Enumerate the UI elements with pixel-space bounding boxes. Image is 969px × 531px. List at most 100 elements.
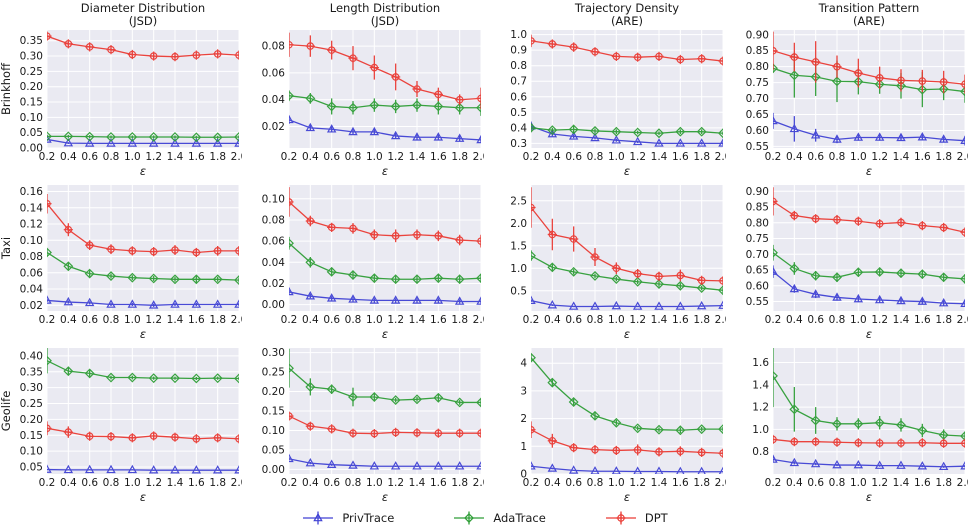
svg-text:2.0: 2.0 (473, 314, 484, 326)
svg-text:0.25: 0.25 (20, 398, 43, 410)
svg-text:0.55: 0.55 (746, 141, 769, 153)
svg-text:1.2: 1.2 (871, 477, 888, 489)
svg-text:1.0: 1.0 (608, 477, 625, 489)
svg-text:0.10: 0.10 (20, 446, 43, 458)
svg-text:0.5: 0.5 (510, 285, 527, 297)
svg-text:1.2: 1.2 (752, 402, 769, 414)
svg-text:0.6: 0.6 (323, 477, 340, 489)
svg-text:0.2: 0.2 (523, 477, 540, 489)
y-tick-labels: 0.00 0.05 0.10 0.15 0.20 0.25 0.30 (262, 347, 285, 476)
subplot-brinkhoff-col2: 0.02 0.04 0.06 0.08 0.2 0.4 0.6 0.8 1.0 1.2 1.4 1.6… (262, 1, 484, 178)
svg-text:0.2: 0.2 (765, 314, 782, 326)
series-dpt (47, 31, 239, 62)
svg-text:1.6: 1.6 (914, 314, 931, 326)
svg-text:1.2: 1.2 (145, 151, 162, 163)
svg-text:0.65: 0.65 (746, 109, 769, 121)
svg-text:0.4: 0.4 (510, 122, 527, 134)
svg-text:1.6: 1.6 (672, 151, 689, 163)
svg-text:2.5: 2.5 (510, 195, 527, 207)
svg-text:1.8: 1.8 (451, 314, 468, 326)
subplot-subtitle: (JSD) (129, 14, 158, 28)
series-privtrace (289, 453, 481, 470)
y-tick-labels: 0.3 0.4 0.5 0.6 0.7 0.8 0.9 1.0 (510, 29, 527, 150)
x-tick-labels: 0.2 0.4 0.6 0.8 1.0 1.2 1.4 1.6 1.8 2.0 (39, 151, 242, 163)
svg-text:0.00: 0.00 (262, 464, 285, 476)
svg-text:1.6: 1.6 (752, 357, 769, 369)
chart-row-taxi: 0.02 0.04 0.06 0.08 0.10 0.12 0.14 0.16 0.2 0.4 0.… (0, 178, 969, 341)
svg-text:1.4: 1.4 (893, 477, 910, 489)
svg-text:0.90: 0.90 (746, 29, 769, 41)
svg-text:0.8: 0.8 (587, 314, 604, 326)
svg-text:0.4: 0.4 (544, 151, 561, 163)
subplot-geolife-col2: 0.00 0.05 0.10 0.15 0.20 0.25 0.30 0.2 0.4 0.6 0.8… (262, 347, 484, 504)
svg-text:0.08: 0.08 (262, 214, 285, 226)
series-adatrace (289, 236, 481, 285)
svg-text:0.15: 0.15 (20, 97, 43, 109)
x-tick-labels: 0.2 0.4 0.6 0.8 1.0 1.2 1.4 1.6 1.8 2.0 (39, 314, 242, 326)
x-axis-label: ε (382, 164, 388, 178)
svg-text:0.80: 0.80 (746, 61, 769, 73)
gridlines (46, 185, 240, 311)
series-dpt (531, 34, 723, 66)
svg-text:1.6: 1.6 (672, 477, 689, 489)
subplot-title: Diameter Distribution (81, 1, 205, 15)
svg-text:0.00: 0.00 (20, 143, 43, 155)
svg-text:0.6: 0.6 (81, 477, 98, 489)
y-tick-labels: 0.5 1.0 1.5 2.0 2.5 (510, 195, 527, 297)
svg-text:0.8: 0.8 (103, 151, 120, 163)
series-adatrace (531, 122, 723, 139)
svg-text:1.6: 1.6 (430, 314, 447, 326)
plot-area (773, 185, 965, 311)
legend-label: AdaTrace (493, 510, 546, 525)
svg-text:0.06: 0.06 (262, 236, 286, 248)
svg-text:0.6: 0.6 (807, 151, 824, 163)
series-privtrace (531, 295, 723, 310)
subplot-brinkhoff-col3: 0.3 0.4 0.5 0.6 0.7 0.8 0.9 1.0 0.2 0.4 0.6 0.8 1.0 1… (510, 1, 726, 178)
svg-text:1.2: 1.2 (629, 314, 646, 326)
svg-text:0.60: 0.60 (746, 280, 769, 292)
svg-text:0.04: 0.04 (262, 94, 286, 106)
x-tick-labels: 0.2 0.4 0.6 0.8 1.0 1.2 1.4 1.6 1.8 2.0 (281, 314, 484, 326)
svg-text:0.6: 0.6 (565, 477, 582, 489)
svg-text:1.8: 1.8 (451, 151, 468, 163)
svg-text:1.0: 1.0 (608, 151, 625, 163)
svg-text:1.8: 1.8 (451, 477, 468, 489)
gridlines (288, 348, 482, 474)
svg-text:0.20: 0.20 (262, 386, 285, 398)
svg-text:0.8: 0.8 (829, 477, 846, 489)
svg-text:0.8: 0.8 (587, 151, 604, 163)
x-axis-label: ε (624, 164, 630, 178)
subplot-taxi-col4: 0.550.600.650.700.750.800.850.900.2 0.4 0.… (746, 185, 968, 341)
series-adatrace (47, 247, 239, 286)
svg-text:2.0: 2.0 (231, 477, 242, 489)
x-tick-labels: 0.2 0.4 0.6 0.8 1.0 1.2 1.4 1.6 1.8 2.0 (281, 151, 484, 163)
y-tick-labels: 0.05 0.10 0.15 0.20 0.25 0.30 0.35 0.40 (20, 350, 43, 473)
svg-text:1.8: 1.8 (935, 314, 952, 326)
svg-text:0.02: 0.02 (262, 121, 285, 133)
diamond-legend-marker-icon (454, 511, 485, 524)
y-tick-labels: 0.55 0.60 0.65 0.70 0.75 0.80 0.85 0.90 (746, 29, 769, 153)
svg-text:1.2: 1.2 (629, 477, 646, 489)
svg-text:0.2: 0.2 (281, 314, 298, 326)
plot-area (531, 348, 723, 474)
svg-text:1.0: 1.0 (366, 314, 383, 326)
svg-text:1.0: 1.0 (510, 29, 527, 41)
svg-text:0.10: 0.10 (262, 193, 285, 205)
svg-text:2.0: 2.0 (473, 477, 484, 489)
svg-text:2.0: 2.0 (231, 314, 242, 326)
svg-text:1.6: 1.6 (914, 151, 931, 163)
svg-text:1.8: 1.8 (693, 477, 710, 489)
circle-plus-legend-marker-icon (605, 511, 636, 524)
svg-text:1.4: 1.4 (409, 477, 426, 489)
legend-label: DPT (644, 510, 668, 525)
svg-text:1.8: 1.8 (209, 314, 226, 326)
svg-text:2.0: 2.0 (510, 218, 527, 230)
svg-text:1.4: 1.4 (893, 314, 910, 326)
svg-text:1.8: 1.8 (693, 151, 710, 163)
svg-text:0.16: 0.16 (20, 186, 44, 198)
svg-text:0.9: 0.9 (510, 45, 527, 57)
svg-text:0.12: 0.12 (20, 219, 43, 231)
svg-text:0.2: 0.2 (281, 477, 298, 489)
subplot-title: Transition Pattern (818, 1, 920, 15)
